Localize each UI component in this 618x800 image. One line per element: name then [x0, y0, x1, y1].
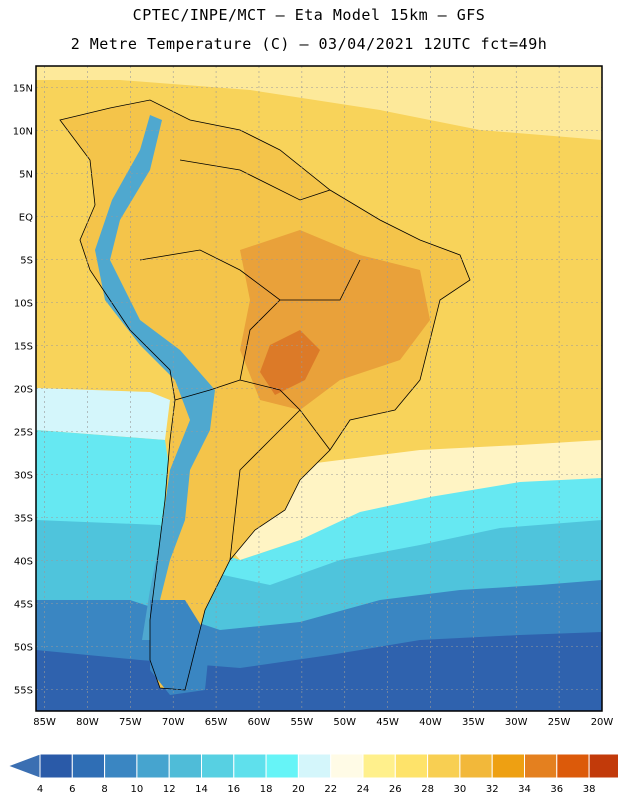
lat-label: 30S [14, 471, 33, 482]
colorbar-box [104, 753, 138, 779]
colorbar-label: 34 [518, 784, 531, 795]
colorbar-label: 22 [324, 784, 337, 795]
colorbar-label: 14 [195, 784, 208, 795]
colorbar-box [297, 753, 332, 779]
colorbar-label: 8 [101, 784, 107, 795]
colorbar-box [265, 753, 299, 779]
colorbar-box [427, 753, 461, 779]
colorbar-box [136, 753, 170, 779]
colorbar-label: 4 [37, 784, 43, 795]
lon-label: 75W [119, 717, 142, 728]
title-line-1: CPTEC/INPE/MCT – Eta Model 15km – GFS [132, 6, 486, 24]
lat-label: 15S [14, 342, 33, 353]
colorbar-label: 10 [131, 784, 144, 795]
colorbar-label: 20 [292, 784, 305, 795]
lon-label: 30W [505, 717, 528, 728]
lat-label: 5S [20, 256, 33, 267]
lat-label: 10S [14, 299, 33, 310]
title-line-2: 2 Metre Temperature (C) – 03/04/2021 12U… [70, 35, 548, 53]
andes-cold-strip [95, 115, 215, 640]
lon-label: 40W [419, 717, 442, 728]
colorbar-box [233, 753, 267, 779]
lon-label: 50W [333, 717, 356, 728]
colorbar-label: 12 [163, 784, 176, 795]
colorbar-box [394, 753, 429, 779]
lat-label: 15N [13, 84, 33, 95]
colorbar-label: 6 [69, 784, 75, 795]
colorbar-box [330, 753, 364, 779]
cold-band-1 [36, 388, 170, 440]
lon-label: 70W [162, 717, 185, 728]
lon-label: 55W [291, 717, 314, 728]
lon-label: 20W [591, 717, 614, 728]
colorbar-box [71, 753, 106, 779]
colorbar-boxes [6, 753, 618, 779]
colorbar-label: 18 [260, 784, 273, 795]
colorbar-box [491, 753, 526, 779]
lat-label: 5N [19, 170, 33, 181]
colorbar-label: 32 [486, 784, 499, 795]
lon-label: 25W [548, 717, 571, 728]
lat-label: 50S [14, 643, 33, 654]
longitude-labels: 85W 80W 75W 70W 65W 60W 55W 50W 45W 40W 35W 30W 25W 2… [33, 717, 613, 728]
colorbar-label: 26 [389, 784, 402, 795]
colorbar-box [168, 753, 202, 779]
lon-label: 45W [376, 717, 399, 728]
graticule [36, 66, 603, 711]
country-borders [59, 99, 471, 691]
lat-label: 20S [14, 385, 33, 396]
colorbar-box [459, 753, 493, 779]
lat-label: EQ [19, 213, 33, 224]
colorbar-box [524, 753, 558, 779]
lat-label: 55S [14, 686, 33, 697]
colorbar-labels: 4 6 8 10 12 14 16 18 20 22 24 26 28 30 32 34 36 38 [37, 784, 596, 795]
colorbar-label: 28 [421, 784, 434, 795]
colorbar-low-triangle [6, 753, 41, 779]
hottest-core [260, 330, 320, 395]
colorbar-box [201, 753, 235, 779]
north-ocean [36, 66, 602, 140]
lat-label: 10N [13, 127, 33, 138]
colorbar-label: 16 [227, 784, 240, 795]
lon-label: 85W [33, 717, 56, 728]
colorbar-label: 30 [454, 784, 467, 795]
map-frame [35, 65, 603, 712]
colorbar: 4 6 8 10 12 14 16 18 20 22 24 26 28 30 32 34 36 38 [6, 753, 618, 795]
lon-label: 60W [248, 717, 271, 728]
colorbar-box [39, 753, 73, 779]
lon-label: 35W [462, 717, 485, 728]
lat-label: 25S [14, 428, 33, 439]
lat-label: 35S [14, 514, 33, 525]
colorbar-box [556, 753, 590, 779]
colorbar-label: 24 [357, 784, 370, 795]
colorbar-box [362, 753, 396, 779]
colorbar-label: 38 [583, 784, 596, 795]
latitude-labels: 15N 10N 5N EQ 5S 10S 15S 20S 25S 30S 35S 40S 45S 50S 5… [13, 84, 33, 697]
lat-label: 45S [14, 600, 33, 611]
patagonia-cold [150, 600, 210, 695]
lon-label: 65W [205, 717, 228, 728]
colorbar-label: 36 [550, 784, 563, 795]
lon-label: 80W [76, 717, 99, 728]
lat-label: 40S [14, 557, 33, 568]
colorbar-box [588, 753, 618, 779]
